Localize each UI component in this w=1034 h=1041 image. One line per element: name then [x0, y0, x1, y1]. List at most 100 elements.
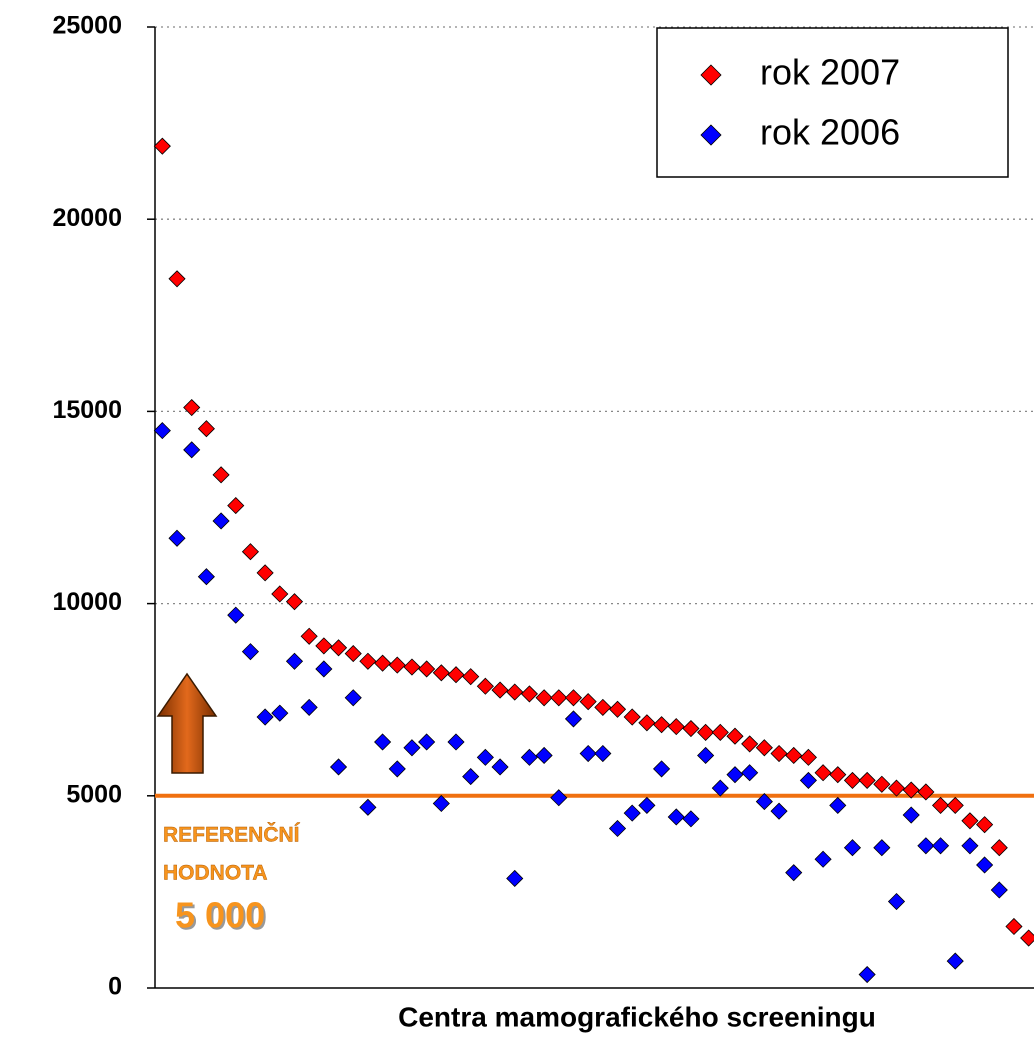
data-point [682, 719, 700, 738]
data-point [212, 466, 230, 484]
x-axis-label: Centra mamografického screeningu [398, 1001, 876, 1032]
data-point [931, 837, 950, 855]
data-point [168, 270, 186, 288]
data-point [183, 398, 201, 417]
data-point [374, 733, 392, 751]
data-point [961, 837, 979, 855]
data-point [1020, 929, 1034, 947]
data-point [256, 564, 274, 582]
data-point [476, 677, 494, 695]
data-point [976, 856, 994, 874]
data-point [902, 806, 920, 824]
data-point [814, 764, 832, 782]
data-point [770, 802, 788, 820]
data-point [520, 748, 538, 766]
data-point [447, 733, 465, 751]
data-point [374, 654, 392, 672]
y-tick-label: 25000 [52, 12, 122, 40]
data-point [682, 810, 700, 828]
data-point [873, 775, 891, 793]
data-point [359, 798, 377, 816]
data-point [535, 689, 553, 707]
data-point [491, 758, 509, 776]
y-tick-label: 10000 [52, 588, 122, 616]
data-point [770, 744, 788, 763]
data-point [271, 585, 289, 603]
data-point [961, 812, 979, 830]
data-point [491, 681, 509, 699]
data-point [418, 660, 436, 678]
data-point [241, 643, 260, 661]
data-point [285, 593, 304, 611]
data-point [212, 512, 230, 530]
data-point [447, 666, 465, 684]
data-point [990, 839, 1008, 857]
data-point [858, 965, 876, 984]
data-point [902, 781, 920, 799]
data-point [579, 693, 597, 711]
data-point [564, 710, 583, 728]
data-point [594, 744, 612, 763]
data-point [667, 718, 685, 736]
data-point [344, 689, 362, 707]
data-point [858, 771, 876, 789]
data-point [638, 796, 656, 814]
data-point [623, 708, 641, 726]
data-point [653, 716, 671, 734]
data-point [990, 881, 1008, 899]
data-point [329, 758, 348, 776]
data-point [726, 727, 744, 745]
annotation-text: HODNOTA [163, 862, 268, 885]
data-point [608, 819, 627, 838]
data-point [829, 766, 847, 784]
data-point [197, 420, 215, 438]
data-point [755, 739, 773, 757]
data-point [285, 652, 304, 670]
data-point [197, 568, 215, 586]
legend-marker [700, 124, 722, 146]
data-point [917, 837, 935, 855]
data-point [608, 700, 627, 718]
data-point [653, 760, 671, 778]
data-point [814, 850, 832, 868]
data-point [829, 796, 847, 814]
data-point [843, 839, 862, 857]
data-point [638, 714, 656, 732]
data-point [711, 779, 729, 797]
data-point [535, 746, 553, 765]
data-point [667, 808, 685, 826]
data-point [711, 723, 729, 741]
data-point [315, 660, 333, 678]
data-point [315, 637, 333, 655]
data-point [887, 779, 906, 797]
data-point [931, 796, 950, 814]
data-point [799, 771, 817, 789]
data-point [418, 733, 436, 751]
data-point [873, 839, 891, 857]
legend-marker [700, 64, 722, 86]
legend-label: rok 2007 [760, 52, 900, 93]
legend-label: rok 2006 [760, 112, 900, 153]
y-tick-label: 20000 [52, 204, 122, 232]
data-point [227, 606, 245, 624]
data-point [799, 748, 817, 766]
data-point [359, 652, 377, 670]
data-point [300, 627, 318, 645]
data-point [153, 137, 171, 155]
data-point [271, 704, 289, 722]
data-point [550, 789, 568, 807]
data-point [506, 869, 524, 888]
data-point [785, 864, 803, 882]
data-point [183, 441, 201, 459]
data-point [843, 771, 862, 789]
data-point [564, 689, 583, 707]
data-point [946, 796, 964, 814]
y-tick-label: 15000 [52, 396, 122, 424]
y-tick-label: 0 [108, 973, 122, 1001]
data-point [329, 639, 348, 657]
data-point [741, 735, 759, 753]
data-point [227, 497, 245, 515]
arrow [156, 672, 218, 774]
data-point [755, 793, 773, 811]
data-point [520, 685, 538, 703]
